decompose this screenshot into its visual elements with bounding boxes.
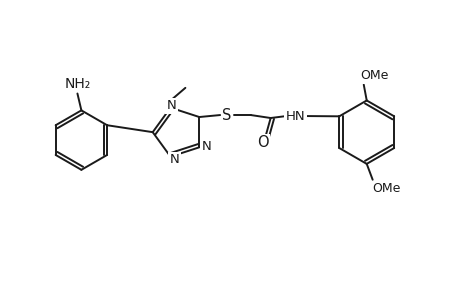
- Text: HN: HN: [285, 110, 305, 122]
- Text: O: O: [257, 135, 268, 150]
- Text: OMe: OMe: [371, 182, 400, 195]
- Text: N: N: [201, 140, 211, 153]
- Text: N: N: [169, 153, 179, 166]
- Text: OMe: OMe: [360, 69, 388, 82]
- Text: S: S: [222, 107, 231, 122]
- Text: NH₂: NH₂: [64, 76, 90, 91]
- Text: N: N: [166, 99, 176, 112]
